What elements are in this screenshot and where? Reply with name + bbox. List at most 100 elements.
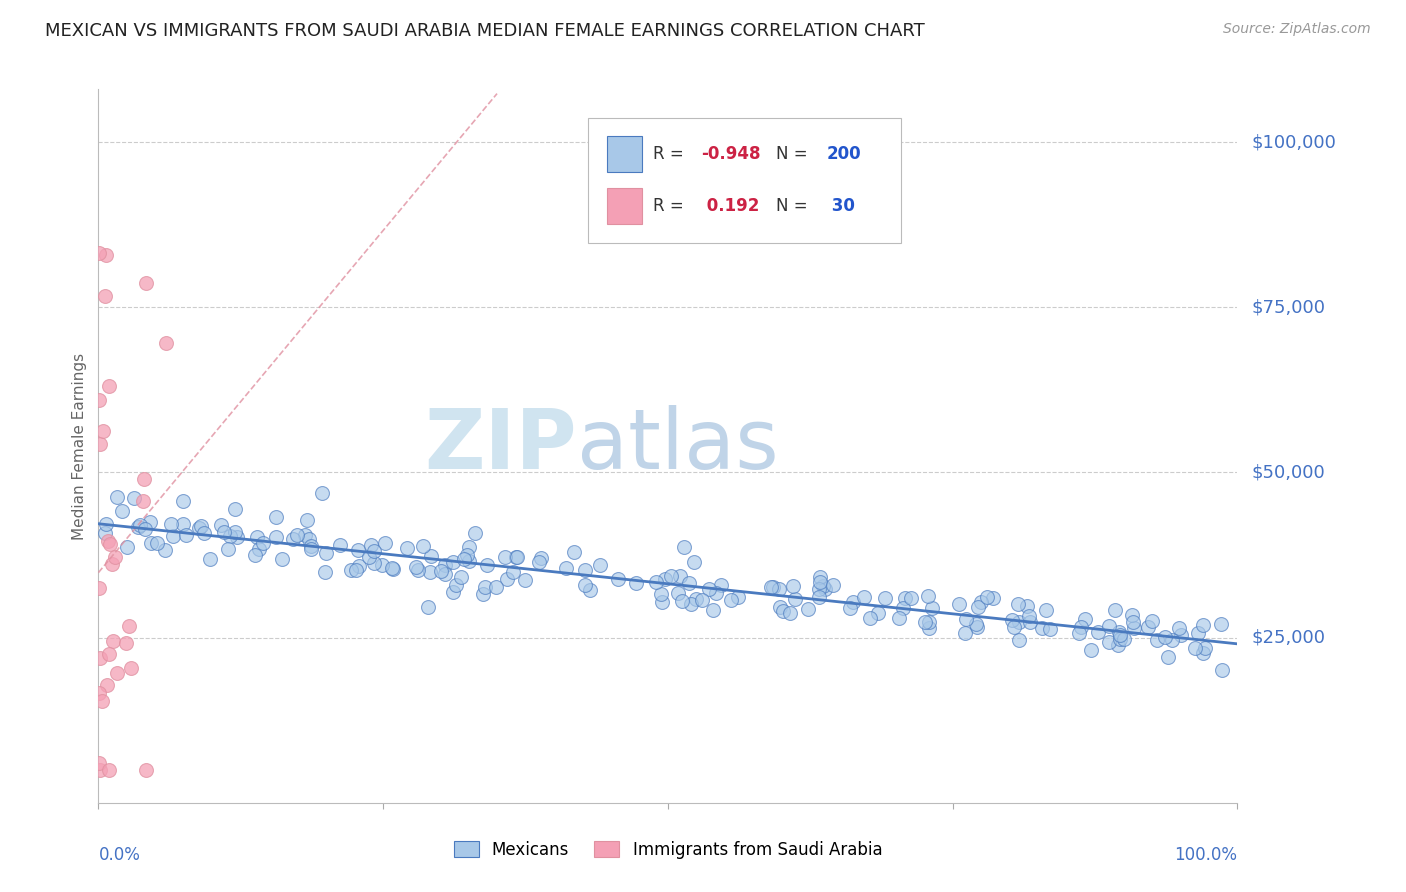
Text: R =: R = bbox=[652, 197, 689, 215]
Point bbox=[433, 558, 456, 572]
Point bbox=[710, 578, 733, 592]
Point bbox=[673, 540, 696, 554]
Point bbox=[101, 558, 124, 572]
Text: $25,000: $25,000 bbox=[1251, 629, 1326, 647]
Point bbox=[297, 512, 319, 526]
Point bbox=[464, 526, 486, 541]
Point bbox=[506, 549, 529, 564]
Point bbox=[720, 592, 742, 607]
Point bbox=[1157, 650, 1180, 665]
Point bbox=[690, 593, 713, 607]
Point bbox=[1187, 626, 1209, 640]
Point bbox=[1074, 612, 1097, 626]
Point bbox=[105, 666, 128, 681]
Point bbox=[808, 570, 831, 584]
Point bbox=[298, 532, 321, 546]
Y-axis label: Median Female Earnings: Median Female Earnings bbox=[72, 352, 87, 540]
Point bbox=[111, 504, 134, 518]
Point bbox=[311, 485, 333, 500]
Point bbox=[122, 491, 145, 505]
Point bbox=[363, 543, 385, 558]
Point bbox=[811, 579, 834, 593]
Point bbox=[434, 566, 457, 581]
Text: N =: N = bbox=[776, 197, 813, 215]
Point bbox=[453, 551, 475, 566]
Point bbox=[970, 595, 993, 609]
Point bbox=[921, 601, 943, 615]
Point bbox=[981, 591, 1004, 605]
Point bbox=[900, 591, 922, 605]
Point bbox=[762, 580, 785, 594]
Point bbox=[285, 527, 308, 541]
Point bbox=[505, 549, 527, 564]
Point bbox=[562, 545, 585, 559]
Text: $100,000: $100,000 bbox=[1251, 133, 1336, 151]
Point bbox=[1161, 632, 1184, 647]
Point bbox=[340, 563, 363, 577]
Point bbox=[193, 525, 215, 540]
Point bbox=[344, 563, 367, 577]
Point bbox=[94, 248, 117, 262]
Point bbox=[315, 546, 337, 560]
Point bbox=[141, 536, 163, 550]
Text: 0.0%: 0.0% bbox=[98, 846, 141, 863]
Point bbox=[1211, 663, 1233, 677]
FancyBboxPatch shape bbox=[588, 118, 901, 243]
Point bbox=[347, 559, 370, 574]
Point bbox=[1035, 603, 1057, 617]
Point bbox=[852, 591, 875, 605]
Point bbox=[494, 549, 516, 564]
Point bbox=[650, 586, 672, 600]
Point bbox=[513, 573, 536, 587]
Point bbox=[1098, 635, 1121, 649]
Point bbox=[117, 540, 139, 554]
Point bbox=[155, 336, 177, 351]
Text: 200: 200 bbox=[827, 145, 860, 163]
Point bbox=[678, 575, 700, 590]
Point bbox=[966, 620, 988, 634]
Point bbox=[1001, 613, 1024, 627]
Point bbox=[120, 661, 142, 675]
Point bbox=[217, 541, 239, 556]
Point bbox=[264, 530, 287, 544]
Point bbox=[96, 678, 118, 692]
Point bbox=[953, 626, 976, 640]
Point bbox=[87, 392, 110, 407]
Point bbox=[772, 604, 794, 618]
Point bbox=[1098, 619, 1121, 633]
Point bbox=[769, 599, 792, 614]
Point bbox=[474, 580, 496, 594]
Point bbox=[579, 582, 602, 597]
Point bbox=[408, 563, 430, 577]
Point bbox=[162, 529, 184, 543]
Point bbox=[132, 494, 155, 508]
Point bbox=[89, 763, 111, 777]
Point bbox=[174, 528, 197, 542]
Point bbox=[458, 541, 481, 555]
Point bbox=[246, 530, 269, 544]
Point bbox=[917, 621, 939, 635]
Point bbox=[87, 756, 110, 771]
Point bbox=[574, 563, 596, 577]
Point bbox=[1087, 624, 1109, 639]
Point bbox=[1007, 598, 1029, 612]
Point bbox=[98, 379, 121, 393]
Point bbox=[87, 246, 110, 260]
Point bbox=[129, 518, 152, 533]
Point bbox=[1191, 618, 1213, 632]
Point bbox=[264, 509, 287, 524]
Text: MEXICAN VS IMMIGRANTS FROM SAUDI ARABIA MEDIAN FEMALE EARNINGS CORRELATION CHART: MEXICAN VS IMMIGRANTS FROM SAUDI ARABIA … bbox=[45, 22, 925, 40]
Point bbox=[1008, 632, 1031, 647]
Point bbox=[1039, 622, 1062, 636]
Point bbox=[682, 555, 704, 569]
Point bbox=[101, 634, 124, 648]
Point bbox=[624, 576, 647, 591]
Point bbox=[813, 582, 835, 596]
Point bbox=[893, 601, 915, 615]
Point bbox=[659, 569, 682, 583]
Point bbox=[589, 558, 612, 573]
Point bbox=[188, 521, 211, 535]
Point bbox=[866, 606, 889, 620]
Point bbox=[363, 556, 385, 570]
Text: N =: N = bbox=[776, 145, 813, 163]
